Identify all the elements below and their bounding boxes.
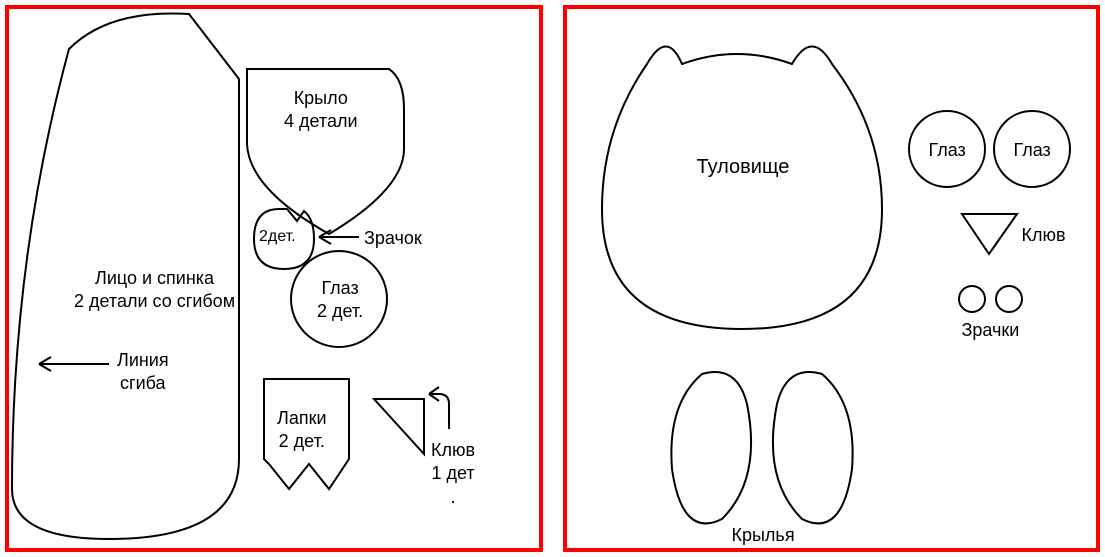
pupil-text-label: Зрачок: [364, 227, 422, 250]
wing-label: Крыло 4 детали: [284, 87, 358, 134]
beak-shape: [374, 399, 424, 454]
face-back-label: Лицо и спинка 2 детали со сгибом: [74, 267, 235, 314]
left-pattern-panel: Крыло 4 детали 2дет. Зрачок Глаз 2 дет. …: [5, 5, 543, 552]
pupils-label: Зрачки: [962, 319, 1020, 342]
pupil-circle-right: [996, 286, 1022, 312]
fold-line-label: Линия сгиба: [117, 349, 169, 396]
fold-line-arrow: [39, 357, 109, 371]
wing-right-shape: [772, 372, 852, 523]
beak-label: Клюв 1 дет .: [431, 439, 475, 509]
eye-left-label: Глаз: [929, 139, 966, 162]
wings-label: Крылья: [732, 524, 795, 547]
beak-triangle: [962, 214, 1017, 254]
eye-label: Глаз 2 дет.: [317, 277, 363, 324]
right-pattern-panel: Туловище Глаз Глаз Клюв Зрачки Крылья: [563, 5, 1101, 552]
pupil-small-label: 2дет.: [259, 227, 296, 248]
pupil-circle-left: [959, 286, 985, 312]
body-shape: [602, 47, 882, 330]
feet-label: Лапки 2 дет.: [277, 407, 327, 454]
eye-right-label: Глаз: [1014, 139, 1051, 162]
beak-arrow: [429, 387, 449, 429]
body-label: Туловище: [697, 154, 790, 180]
beak-right-label: Клюв: [1022, 224, 1066, 247]
wing-left-shape: [671, 372, 751, 523]
right-pattern-svg: [567, 9, 1097, 549]
